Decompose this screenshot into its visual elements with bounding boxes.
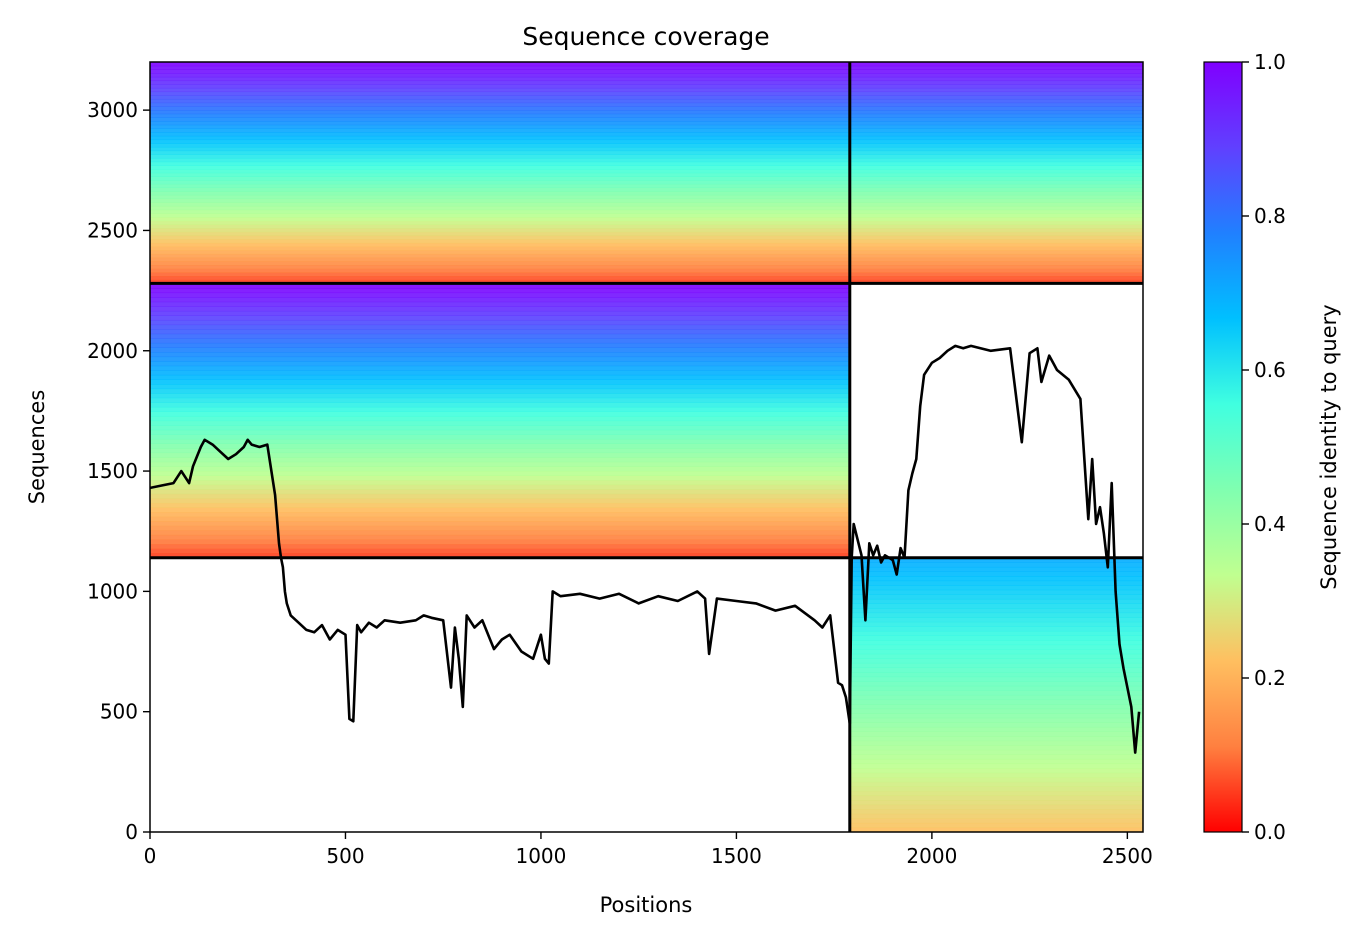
x-axis: 0 500 1000 1500 2000 2500 — [144, 832, 1153, 868]
colorbar-tick-label: 0.0 — [1254, 820, 1286, 844]
y-tick-label: 0 — [125, 820, 138, 844]
x-tick-label: 2000 — [906, 844, 957, 868]
colorbar-ticks: 0.0 0.2 0.4 0.6 0.8 1.0 — [1242, 50, 1286, 844]
coverage-block-3 — [150, 283, 850, 559]
colorbar-tick-label: 0.2 — [1254, 666, 1286, 690]
x-tick-label: 1000 — [515, 844, 566, 868]
y-tick-label: 3000 — [87, 98, 138, 122]
colorbar-tick-label: 1.0 — [1254, 50, 1286, 74]
x-tick-label: 0 — [144, 844, 157, 868]
colorbar: 0.0 0.2 0.4 0.6 0.8 1.0 Sequence identity to … — [1203, 50, 1341, 844]
coverage-block-1 — [150, 62, 850, 284]
y-tick-label: 1000 — [87, 579, 138, 603]
colorbar-tick-label: 0.6 — [1254, 358, 1286, 382]
colorbar-tick-label: 0.4 — [1254, 512, 1286, 536]
coverage-block-2 — [849, 62, 1143, 284]
y-tick-label: 2500 — [87, 218, 138, 242]
colorbar-tick-label: 0.8 — [1254, 204, 1286, 228]
x-tick-label: 500 — [326, 844, 364, 868]
coverage-block-4 — [849, 557, 1143, 832]
x-axis-label: Positions — [600, 893, 693, 917]
plot-frame — [149, 61, 1144, 833]
y-tick-label: 2000 — [87, 339, 138, 363]
coverage-line-layer — [150, 344, 1141, 754]
y-axis: 0 500 1000 1500 2000 2500 3000 — [87, 98, 150, 844]
y-tick-label: 1500 — [87, 459, 138, 483]
x-tick-label: 1500 — [711, 844, 762, 868]
y-tick-label: 500 — [100, 700, 138, 724]
colorbar-label: Sequence identity to query — [1317, 304, 1341, 589]
coverage-heatmap — [150, 62, 1143, 832]
colorbar-gradient — [1203, 61, 1243, 833]
coverage-line — [150, 344, 1141, 754]
y-axis-label: Sequences — [25, 390, 49, 505]
chart-title: Sequence coverage — [522, 22, 769, 51]
x-tick-label: 2500 — [1102, 844, 1153, 868]
